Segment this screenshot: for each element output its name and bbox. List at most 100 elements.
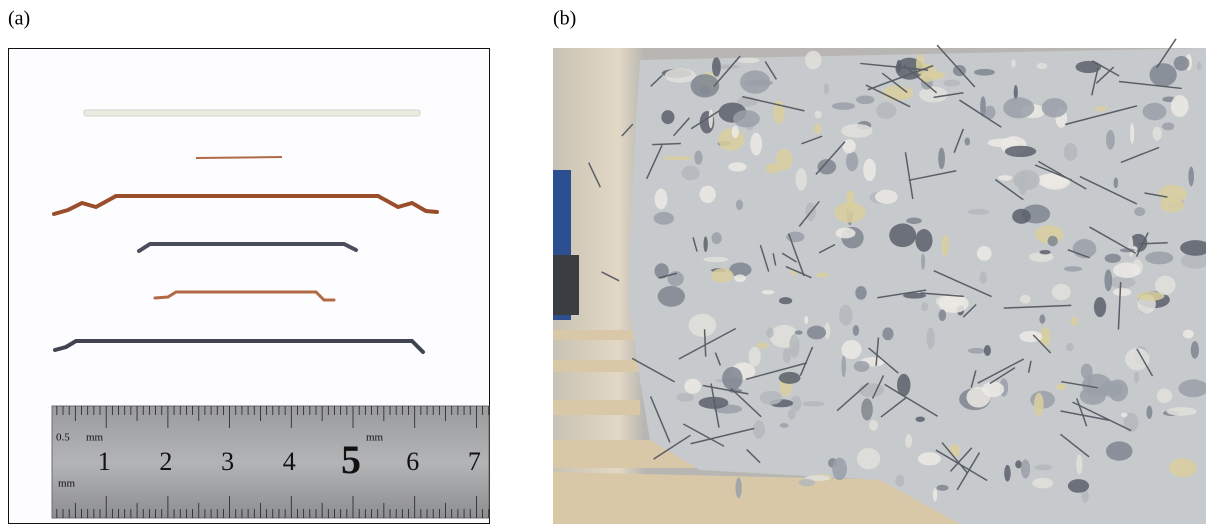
aggregate	[662, 156, 692, 160]
aggregate	[734, 274, 746, 282]
aggregate	[736, 200, 743, 211]
aggregate	[1005, 146, 1036, 157]
aggregate	[1076, 455, 1082, 475]
aggregate	[1162, 122, 1174, 130]
aggregate	[807, 326, 826, 340]
aggregate	[1036, 63, 1047, 69]
aggregate	[1032, 478, 1053, 489]
aggregate	[939, 310, 947, 322]
aggregate	[789, 334, 799, 358]
aggregate	[1125, 348, 1149, 370]
aggregate	[1113, 263, 1140, 278]
ruler-unit: mm	[58, 478, 76, 490]
aggregate	[728, 162, 746, 171]
aggregate	[1134, 207, 1145, 216]
aggregate	[858, 383, 884, 397]
aggregate	[718, 128, 744, 151]
aggregate	[654, 212, 674, 225]
aggregate	[805, 51, 822, 69]
ruler-number: 2	[159, 447, 172, 476]
aggregate	[1134, 372, 1139, 383]
aggregate	[841, 356, 846, 378]
aggregate	[757, 342, 768, 348]
aggregate	[895, 474, 904, 486]
aggregate	[732, 126, 739, 138]
aggregate	[1013, 170, 1040, 190]
aggregate	[938, 148, 945, 169]
aggregate	[1068, 479, 1089, 493]
aggregate	[684, 379, 701, 394]
aggregate	[815, 111, 822, 119]
aggregate	[921, 302, 928, 311]
aggregate	[1167, 407, 1197, 416]
aggregate	[834, 202, 865, 222]
aggregate	[796, 168, 807, 190]
aggregate	[1153, 127, 1162, 141]
aggregate	[875, 190, 897, 204]
ruler: 12345670.5mmmmmm	[52, 406, 489, 518]
aggregate	[1003, 97, 1034, 118]
aggregate	[943, 80, 960, 87]
aggregate	[1149, 63, 1176, 86]
aggregate	[984, 345, 991, 356]
aggregate	[1160, 197, 1184, 212]
ruler-body	[52, 406, 489, 518]
aggregate	[1087, 375, 1092, 392]
aggregate	[882, 327, 893, 340]
aggregate	[982, 382, 1004, 397]
aggregate	[722, 367, 742, 390]
aggregate	[854, 361, 870, 372]
aggregate	[1105, 254, 1121, 263]
aggregate	[712, 57, 721, 76]
aggregate	[1095, 106, 1107, 111]
aggregate	[1174, 56, 1190, 71]
ruler-unit: 0.5	[56, 432, 70, 444]
aggregate	[915, 229, 932, 252]
aggregate	[1114, 177, 1119, 188]
aggregate	[749, 347, 761, 367]
aggregate	[786, 232, 804, 243]
aggregate	[876, 102, 896, 119]
aggregate	[896, 60, 901, 73]
aggregate	[735, 478, 741, 499]
aggregate	[916, 417, 925, 422]
aggregate	[977, 246, 992, 261]
aggregate	[1113, 288, 1131, 296]
aggregate	[682, 166, 700, 181]
aggregate	[918, 452, 941, 465]
aggregate	[744, 80, 773, 87]
fiber-synthetic	[84, 110, 420, 116]
aggregate	[1191, 341, 1199, 359]
aggregate	[1145, 252, 1173, 265]
aggregate	[919, 87, 948, 103]
aggregate	[1188, 167, 1194, 187]
aggregate	[1129, 237, 1134, 258]
aggregate	[974, 69, 995, 76]
aggregate	[703, 257, 728, 262]
aggregate	[1004, 465, 1011, 482]
aggregate	[949, 444, 960, 457]
aggregate	[1048, 236, 1058, 247]
aggregate	[942, 234, 949, 256]
aggregate	[1034, 393, 1044, 417]
aggregate	[1094, 297, 1106, 317]
aggregate	[853, 325, 859, 336]
aggregate	[861, 398, 873, 420]
aggregate	[795, 330, 803, 335]
panel-b	[553, 39, 1206, 524]
aggregate	[760, 391, 783, 405]
aggregate	[968, 209, 990, 215]
aggregate	[988, 139, 1019, 148]
aggregate	[703, 236, 707, 252]
aggregate	[1171, 95, 1189, 117]
aggregate	[700, 186, 716, 203]
aggregate	[762, 290, 775, 294]
figure: (a) (b) 12345670.5mmmmmm	[0, 0, 1206, 524]
aggregate	[779, 372, 801, 384]
aggregate	[1042, 98, 1068, 118]
aggregate	[882, 86, 913, 101]
aggregate	[658, 286, 685, 307]
aggregate	[1121, 413, 1128, 417]
aggregate	[1169, 458, 1197, 477]
